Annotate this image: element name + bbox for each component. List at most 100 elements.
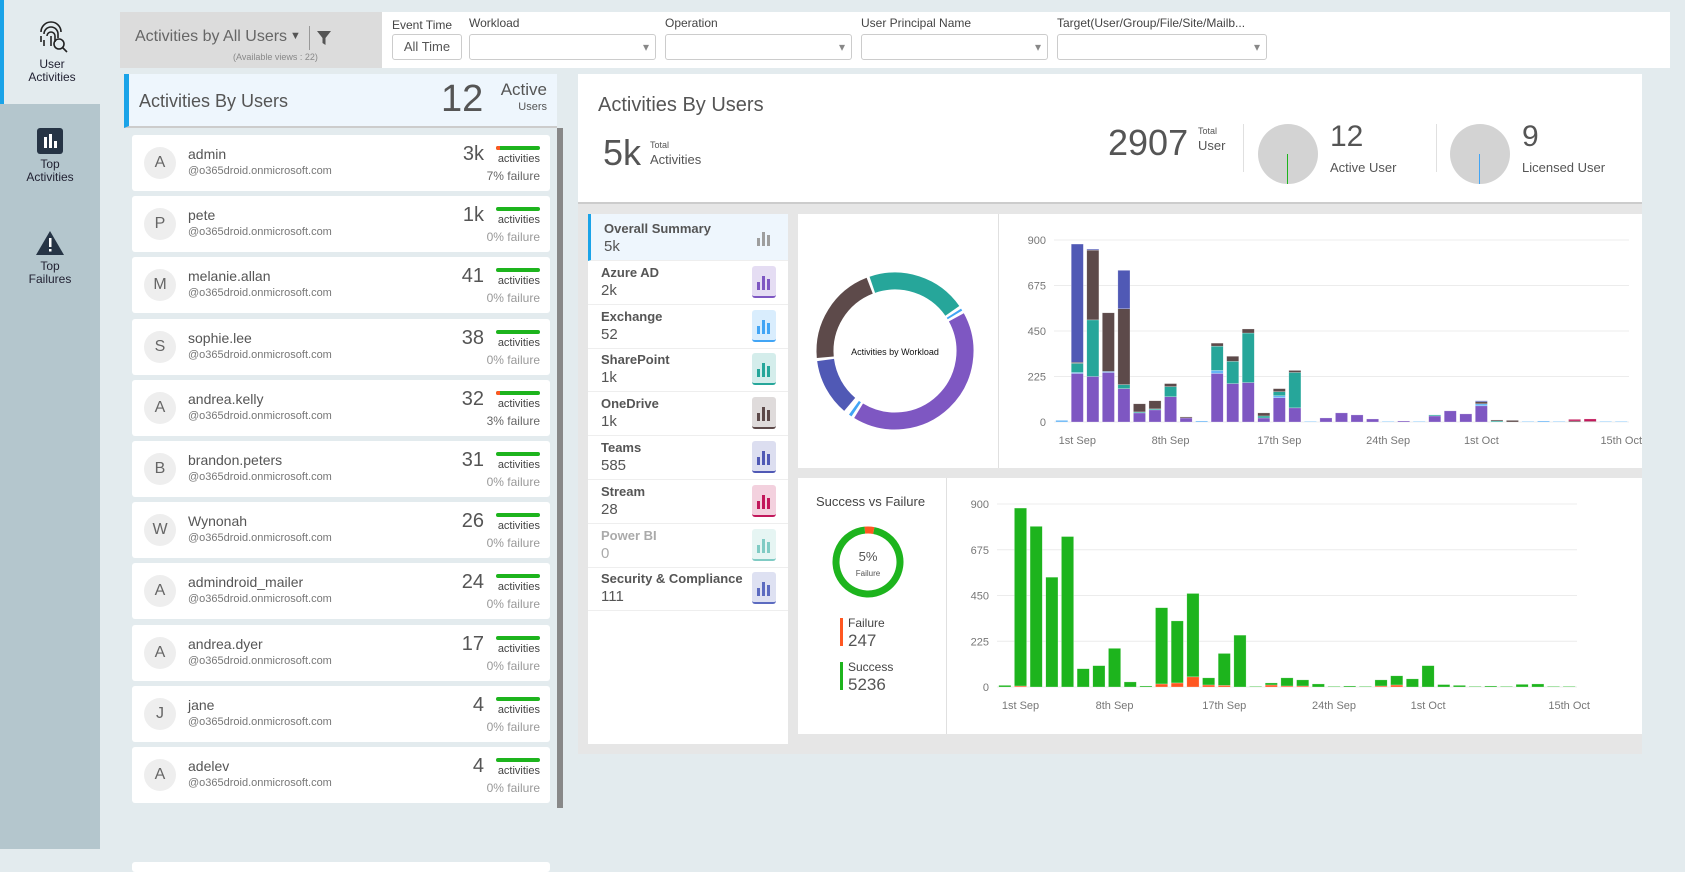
bar-stream[interactable] <box>1583 418 1597 422</box>
scrollbar[interactable] <box>557 128 563 808</box>
user-name[interactable]: andrea.kelly <box>188 390 264 407</box>
workload-item-azure-ad[interactable]: Azure AD 2k <box>588 258 788 305</box>
bar-exchange[interactable] <box>1055 420 1069 423</box>
user-name[interactable]: sophie.lee <box>188 329 252 346</box>
upn-select[interactable] <box>861 34 1048 60</box>
bar-azure[interactable] <box>1179 417 1193 423</box>
view-title[interactable]: Activities by All Users <box>135 28 288 45</box>
bar-success[interactable] <box>1296 679 1310 687</box>
sidebar-item-top-failures[interactable]: Top Failures <box>0 230 100 286</box>
bar-azure[interactable] <box>1086 376 1100 423</box>
bar-exchange[interactable] <box>1552 421 1566 423</box>
workload-item-onedrive[interactable]: OneDrive 1k <box>588 389 788 437</box>
bar-failure[interactable] <box>1202 684 1215 688</box>
bar-onedrive[interactable] <box>1086 249 1100 321</box>
bar-success[interactable] <box>1233 634 1247 688</box>
bar-sharepoint[interactable] <box>1257 415 1271 419</box>
user-name[interactable]: brandon.peters <box>188 452 283 468</box>
sidebar-item-top-activities[interactable]: Top Activities <box>0 128 100 184</box>
bar-azure[interactable] <box>1443 410 1457 423</box>
bar-onedrive[interactable] <box>1288 370 1302 373</box>
bar-success[interactable] <box>1468 686 1482 688</box>
bar-exchange[interactable] <box>1195 420 1208 423</box>
bar-success[interactable] <box>1484 685 1498 688</box>
bar-success[interactable] <box>1014 507 1027 687</box>
bar-sharepoint[interactable] <box>1164 386 1177 397</box>
bar-success[interactable] <box>1170 620 1184 684</box>
donut-slice-onedrive[interactable] <box>816 277 874 358</box>
bar-success[interactable] <box>1343 685 1357 688</box>
bar-sharepoint[interactable] <box>1288 372 1302 409</box>
bar-failure[interactable] <box>1390 684 1404 688</box>
bar-success[interactable] <box>1390 675 1404 686</box>
bar-success[interactable] <box>1186 593 1200 678</box>
workload-item-security-compliance[interactable]: Security & Compliance 111 <box>588 564 788 612</box>
donut-slice-success[interactable] <box>832 526 904 598</box>
bar-failure[interactable] <box>1170 682 1184 688</box>
bar-azure[interactable] <box>1117 388 1131 423</box>
workload-item-exchange[interactable]: Exchange 52 <box>588 302 788 349</box>
bar-onedrive[interactable] <box>1273 388 1286 392</box>
bar-success[interactable] <box>1264 682 1278 686</box>
bar-exchange[interactable] <box>1304 421 1317 423</box>
bar-success[interactable] <box>1515 684 1529 688</box>
user-name[interactable]: Wynonah <box>188 513 248 530</box>
bar-success[interactable] <box>1562 686 1576 688</box>
bar-onedrive[interactable] <box>1133 403 1146 413</box>
bar-stream[interactable] <box>1568 419 1581 422</box>
bar-success[interactable] <box>1374 679 1388 687</box>
bar-success[interactable] <box>1249 686 1263 688</box>
bar-azure[interactable] <box>1210 373 1224 423</box>
bar-azure[interactable] <box>1241 382 1255 423</box>
user-name[interactable]: andrea.dyer <box>188 635 263 652</box>
bar-success[interactable] <box>1139 685 1153 688</box>
bar-exchange[interactable] <box>1381 421 1395 423</box>
bar-success[interactable] <box>1327 686 1341 688</box>
bar-onedrive[interactable] <box>1148 400 1162 410</box>
chevron-down-icon[interactable]: ▼ <box>290 30 301 42</box>
workload-item-stream[interactable]: Stream 28 <box>588 477 788 524</box>
bar-success[interactable] <box>1311 683 1325 688</box>
bar-success[interactable] <box>1029 526 1043 688</box>
bar-exchange[interactable] <box>1599 421 1612 423</box>
bar-azure[interactable] <box>1335 412 1348 423</box>
donut-slice-sharepoint[interactable] <box>869 272 960 316</box>
bar-success[interactable] <box>1531 683 1545 688</box>
user-name[interactable]: admin <box>188 146 227 162</box>
bar-sharepoint[interactable] <box>1226 361 1240 384</box>
bar-success[interactable] <box>1280 677 1294 687</box>
donut-slice-failure[interactable] <box>864 526 875 534</box>
bar-exchange[interactable] <box>1521 421 1535 423</box>
bar-azure[interactable] <box>1226 383 1240 423</box>
bar-success[interactable] <box>1217 653 1231 686</box>
bar-azure[interactable] <box>1133 412 1146 423</box>
bar-sharepoint[interactable] <box>1428 414 1442 417</box>
bar-onedrive[interactable] <box>1117 308 1131 385</box>
workload-item-teams[interactable]: Teams 585 <box>588 433 788 480</box>
bar-onedrive[interactable] <box>1475 401 1488 405</box>
bar-exchange[interactable] <box>1412 421 1426 423</box>
donut-slice-exchange[interactable] <box>946 308 963 320</box>
sidebar-item-user-activities[interactable]: User Activities <box>0 0 100 104</box>
workload-select[interactable] <box>469 34 656 60</box>
bar-sharepoint[interactable] <box>1210 345 1224 371</box>
bar-sharepoint[interactable] <box>1241 332 1255 383</box>
user-name[interactable]: melanie.allan <box>188 268 271 285</box>
bar-sharepoint[interactable] <box>1273 391 1286 396</box>
bar-failure[interactable] <box>1264 684 1278 688</box>
bar-azure[interactable] <box>1366 418 1379 423</box>
bar-success[interactable] <box>1045 576 1059 688</box>
bar-sharepoint[interactable] <box>1086 319 1100 377</box>
bar-success[interactable] <box>1547 686 1560 688</box>
bar-azure[interactable] <box>1071 373 1084 423</box>
bar-failure[interactable] <box>1155 683 1168 688</box>
bar-azure[interactable] <box>1257 417 1271 423</box>
bar-teams[interactable] <box>1117 270 1131 310</box>
bar-azure[interactable] <box>1164 396 1177 423</box>
bar-azure[interactable] <box>1428 415 1442 423</box>
